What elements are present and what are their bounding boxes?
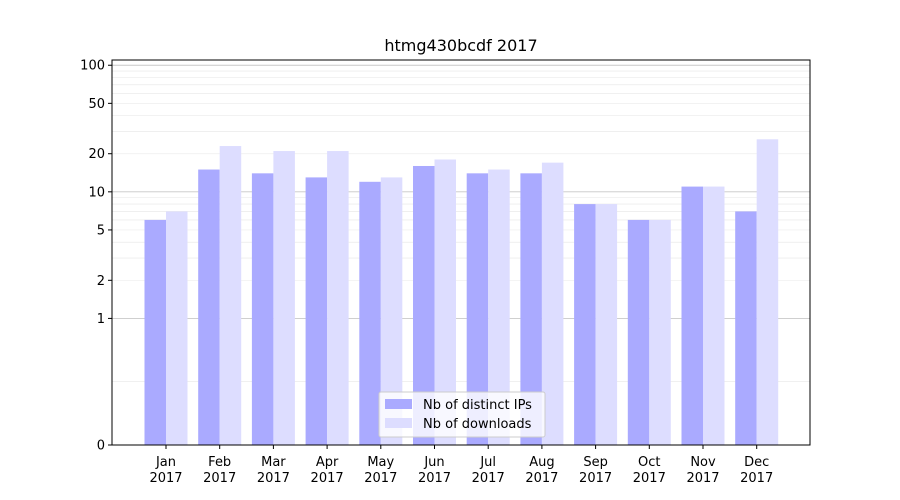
x-tick-label: Jul 2017 [472, 455, 505, 486]
bar [681, 186, 703, 446]
legend-swatch-downloads [385, 418, 412, 428]
bar [627, 219, 650, 445]
x-tick-label: Aug 2017 [525, 455, 558, 486]
y-tick-label: 50 [88, 97, 105, 112]
y-tick-label: 0 [97, 439, 105, 454]
bar [327, 151, 349, 445]
bar [520, 173, 542, 445]
bar [541, 162, 564, 445]
x-axis: Jan 2017 Feb 2017 Mar 2017 Apr 2017 May 2017 Jun 20… [149, 445, 773, 486]
x-tick-label: Oct 2017 [633, 455, 666, 486]
legend-label-downloads: Nb of downloads [423, 417, 532, 432]
bars [144, 139, 779, 446]
plot-frame [111, 59, 811, 446]
bar [251, 173, 274, 445]
x-tick-label: Dec 2017 [740, 455, 773, 486]
bar [756, 139, 779, 445]
y-tick-label: 2 [97, 274, 105, 289]
bar [198, 169, 220, 445]
x-tick-label: May 2017 [364, 455, 397, 486]
legend[interactable]: Nb of distinct IPs Nb of downloads [378, 391, 546, 438]
bar [466, 173, 489, 445]
y-tick-label: 5 [97, 223, 105, 238]
legend-label-ips: Nb of distinct IPs [423, 398, 532, 413]
x-tick-label: Sep 2017 [579, 455, 612, 486]
bar [735, 211, 757, 445]
x-tick-label: Apr 2017 [311, 455, 344, 486]
y-tick-label: 20 [88, 147, 105, 162]
bar [219, 146, 242, 445]
x-tick-label: Jan 2017 [149, 455, 182, 486]
legend-box [378, 391, 546, 438]
bar [273, 151, 295, 445]
bar [434, 159, 456, 445]
bar [144, 219, 166, 445]
bar [595, 204, 618, 445]
bar [649, 219, 671, 445]
y-tick-label: 100 [80, 59, 105, 74]
bar [380, 177, 403, 446]
x-tick-label: Nov 2017 [686, 455, 719, 486]
bar [359, 181, 381, 445]
bar [305, 177, 328, 446]
y-tick-label: 10 [88, 185, 105, 200]
y-axis: 0 1 2 5 10 20 50 100 [80, 59, 112, 454]
x-tick-label: Feb 2017 [203, 455, 236, 486]
x-tick-label: Jun 2017 [418, 455, 451, 486]
bar [166, 211, 188, 445]
bar [488, 169, 510, 445]
bar [574, 204, 596, 445]
y-tick-label: 1 [97, 312, 105, 327]
bar [413, 165, 435, 446]
legend-swatch-ips [385, 399, 412, 409]
chart-title: htmg430bcdf 2017 [384, 36, 537, 55]
x-tick-label: Mar 2017 [257, 455, 290, 486]
bar [703, 186, 725, 446]
